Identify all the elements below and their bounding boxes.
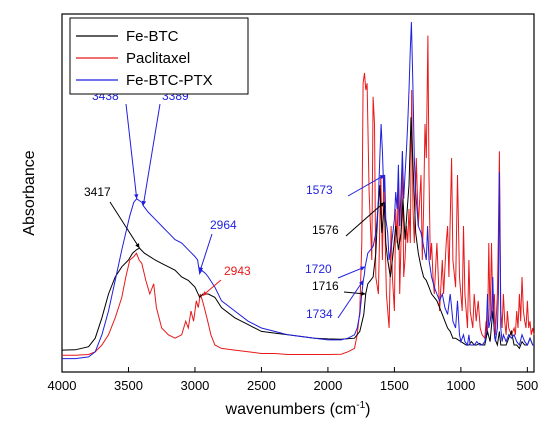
- annotation-arrowhead: [379, 175, 385, 180]
- annotation-label: 1576: [312, 223, 339, 237]
- x-tick-label: 1000: [446, 378, 475, 393]
- x-axis-ticks: 4000 3500 3000 2500 2000 1500 1000 500: [48, 367, 539, 393]
- annotation-label: 1716: [312, 279, 339, 293]
- y-axis-title: Absorbance: [21, 150, 38, 235]
- annotation-arrowhead: [199, 266, 204, 272]
- annotation-arrowhead: [379, 202, 385, 207]
- annotation-label: 2943: [224, 264, 251, 278]
- annotation-arrow: [337, 266, 366, 279]
- legend-label: Paclitaxel: [126, 50, 190, 67]
- series-line-fe-btc: [61, 117, 534, 351]
- annotation-arrowhead: [202, 291, 208, 296]
- annotation-arrowhead: [360, 266, 366, 271]
- annotation-arrowhead: [358, 280, 364, 286]
- annotation-arrow: [109, 201, 140, 249]
- annotation-label: 1734: [306, 307, 333, 321]
- annotation-arrow: [142, 103, 161, 206]
- annotation-arrowhead: [141, 200, 147, 206]
- annotation-arrow: [345, 201, 385, 237]
- annotation-arrowhead: [360, 291, 366, 296]
- annotation-label: 2964: [210, 218, 237, 232]
- x-tick-label: 3000: [180, 378, 209, 393]
- x-axis-title: wavenumbers (cm-1): [225, 400, 371, 418]
- legend: Fe-BTC Paclitaxel Fe-BTC-PTX: [69, 17, 249, 95]
- annotation-arrowhead: [134, 194, 139, 199]
- annotation-arrow: [199, 233, 213, 273]
- x-tick-label: 3500: [114, 378, 143, 393]
- legend-label: Fe-BTC: [126, 28, 179, 45]
- x-tick-label: 2000: [313, 378, 342, 393]
- annotation-label: 3417: [84, 185, 111, 199]
- legend-label: Fe-BTC-PTX: [126, 72, 213, 89]
- x-tick-label: 1500: [380, 378, 409, 393]
- series-layer: [61, 21, 535, 360]
- annotation-arrow: [125, 103, 138, 199]
- annotation-arrowhead: [135, 243, 140, 249]
- x-tick-label: 2500: [247, 378, 276, 393]
- annotation-label: 1573: [306, 183, 333, 197]
- plot-frame: [61, 13, 535, 373]
- x-tick-label: 4000: [48, 378, 77, 393]
- annotation-arrow: [347, 174, 385, 197]
- annotation-arrow: [337, 280, 364, 319]
- x-tick-label: 500: [517, 378, 539, 393]
- series-line-fe-btc-ptx: [62, 21, 534, 360]
- annotation-label: 1720: [305, 262, 332, 276]
- series-line-paclitaxel: [62, 35, 535, 356]
- legend-box: [69, 17, 249, 95]
